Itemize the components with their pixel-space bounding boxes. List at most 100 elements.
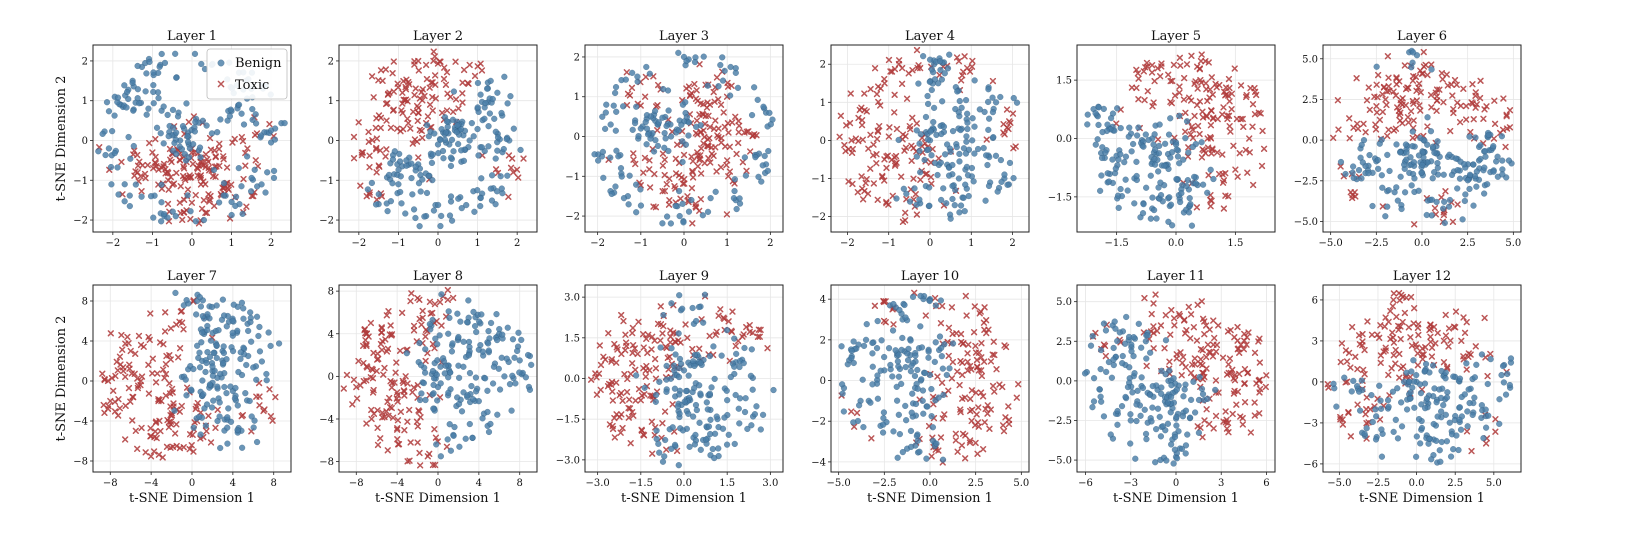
- toxic-point: [170, 400, 177, 407]
- benign-point: [196, 349, 203, 356]
- benign-point: [142, 88, 149, 95]
- benign-point: [1146, 391, 1153, 398]
- toxic-point: [655, 81, 662, 89]
- toxic-point: [1363, 406, 1370, 413]
- benign-point: [494, 411, 501, 418]
- benign-point: [518, 336, 525, 344]
- benign-point: [191, 50, 199, 57]
- benign-point: [682, 387, 690, 395]
- benign-point: [220, 349, 227, 357]
- toxic-point: [1230, 390, 1238, 397]
- toxic-point: [1194, 122, 1202, 130]
- benign-point: [385, 171, 393, 179]
- benign-point: [1154, 405, 1162, 412]
- benign-point: [418, 390, 425, 397]
- toxic-point: [1247, 84, 1254, 92]
- toxic-point: [1390, 296, 1397, 304]
- toxic-point: [507, 164, 515, 171]
- benign-point: [1431, 149, 1438, 156]
- toxic-point: [989, 382, 997, 390]
- benign-point: [1403, 149, 1410, 156]
- toxic-point: [429, 79, 436, 86]
- benign-point: [156, 63, 163, 70]
- benign-point: [602, 125, 609, 132]
- benign-point: [637, 202, 645, 209]
- toxic-point: [405, 119, 412, 127]
- benign-point: [171, 139, 178, 147]
- benign-point: [203, 122, 210, 129]
- toxic-point: [877, 102, 884, 109]
- toxic-point: [419, 97, 426, 104]
- toxic-point: [1158, 63, 1165, 70]
- toxic-point: [630, 156, 637, 163]
- benign-point: [1382, 213, 1389, 220]
- benign-point: [481, 115, 488, 122]
- benign-point: [503, 135, 510, 143]
- benign-point: [646, 70, 653, 77]
- benign-point: [758, 178, 765, 185]
- benign-point: [253, 313, 261, 320]
- toxic-point: [1162, 312, 1169, 319]
- toxic-point: [370, 410, 378, 417]
- benign-point: [516, 369, 523, 376]
- benign-point: [1477, 142, 1484, 149]
- benign-point: [485, 347, 492, 354]
- benign-point: [958, 104, 965, 111]
- toxic-point: [377, 435, 384, 442]
- y-tick-label: −2.5: [1294, 176, 1318, 187]
- toxic-point: [397, 127, 404, 135]
- toxic-point: [1407, 108, 1415, 115]
- benign-point: [430, 390, 437, 397]
- benign-point: [599, 113, 606, 120]
- benign-point: [1428, 66, 1435, 73]
- benign-point: [267, 342, 274, 350]
- benign-point: [692, 431, 699, 439]
- toxic-point: [101, 409, 108, 416]
- x-tick-label: 1: [968, 238, 974, 249]
- toxic-point: [1256, 359, 1263, 366]
- toxic-point: [168, 385, 176, 393]
- benign-point: [482, 100, 489, 107]
- toxic-point: [401, 388, 408, 395]
- benign-point: [902, 314, 909, 321]
- toxic-point: [895, 60, 903, 68]
- toxic-point: [1447, 127, 1454, 135]
- scatter-points: [836, 46, 1021, 225]
- benign-point: [185, 154, 193, 161]
- toxic-point: [1188, 52, 1195, 59]
- benign-point: [1110, 361, 1117, 369]
- benign-point: [147, 193, 155, 200]
- benign-point: [1122, 176, 1129, 183]
- benign-point: [262, 189, 269, 196]
- benign-point: [976, 106, 983, 113]
- benign-point: [1443, 394, 1451, 401]
- benign-point: [256, 348, 264, 355]
- toxic-point: [1440, 337, 1448, 344]
- benign-point: [437, 363, 444, 370]
- toxic-point: [419, 134, 426, 142]
- benign-point: [615, 153, 622, 160]
- benign-point: [952, 105, 959, 113]
- benign-point: [197, 303, 205, 310]
- benign-point: [1099, 128, 1106, 136]
- benign-point: [186, 145, 193, 152]
- benign-point: [227, 106, 234, 113]
- benign-point: [679, 200, 686, 207]
- toxic-point: [980, 358, 988, 365]
- toxic-point: [1006, 118, 1013, 125]
- toxic-point: [382, 100, 390, 108]
- toxic-point: [164, 200, 172, 208]
- toxic-point: [1396, 350, 1403, 358]
- benign-point: [1406, 395, 1414, 402]
- toxic-point: [1417, 67, 1424, 74]
- benign-point: [465, 297, 472, 304]
- benign-point: [1342, 170, 1349, 178]
- benign-point: [1454, 185, 1461, 192]
- toxic-point: [1220, 205, 1228, 212]
- benign-point: [164, 111, 171, 119]
- toxic-point: [619, 424, 626, 432]
- benign-point: [1181, 386, 1188, 393]
- benign-point: [1096, 386, 1103, 393]
- benign-point: [1394, 385, 1401, 392]
